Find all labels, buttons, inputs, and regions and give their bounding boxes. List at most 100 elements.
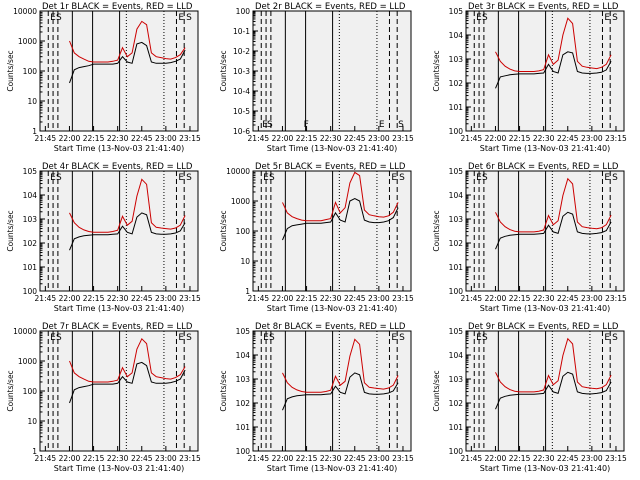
x-tick-label: 23:00 [155, 134, 177, 143]
chart-title: Det 9r BLACK = Events, RED = LLD [468, 322, 619, 332]
y-axis-label: Counts/sec [432, 370, 441, 411]
x-tick-label: 23:00 [155, 454, 177, 463]
event-marker-label: E [379, 120, 385, 130]
y-tick-label: 1000 [18, 37, 37, 46]
event-marker-label: S [56, 173, 62, 183]
x-tick-label: 22:30 [533, 134, 555, 143]
y-tick-label: 101 [449, 103, 464, 112]
y-tick-label: 100 [449, 287, 464, 296]
y-tick-label: 10000 [13, 327, 37, 336]
x-tick-label: 21:45 [248, 134, 270, 143]
chart-title: Det 8r BLACK = Events, RED = LLD [255, 322, 406, 332]
event-marker-label: S [186, 173, 192, 183]
x-tick-label: 22:45 [131, 134, 153, 143]
y-tick-label: 101 [236, 423, 251, 432]
x-tick-label: 22:00 [59, 454, 81, 463]
event-marker-label: S [482, 333, 488, 343]
x-tick-label: 22:15 [509, 294, 531, 303]
x-tick-label: 23:00 [368, 134, 390, 143]
x-tick-label: 23:15 [392, 134, 414, 143]
x-tick-label: 22:30 [320, 454, 342, 463]
y-tick-label: 105 [449, 327, 464, 336]
event-marker-label: E [262, 120, 268, 130]
chart-title: Det 5r BLACK = Events, RED = LLD [255, 162, 406, 172]
lld-series-line [69, 20, 186, 63]
event-marker-label: F [304, 120, 309, 130]
x-tick-label: 22:15 [83, 134, 105, 143]
y-axis-label: Counts/sec [6, 210, 15, 251]
y-tick-label: 1000 [18, 357, 37, 366]
y-tick-label: 100 [23, 67, 38, 76]
x-tick-label: 23:00 [155, 294, 177, 303]
x-tick-label: 22:45 [344, 294, 366, 303]
event-marker-label: S [482, 13, 488, 23]
y-tick-label: 10 [27, 417, 37, 426]
x-tick-label: 23:00 [581, 134, 603, 143]
event-marker-label: E [263, 173, 269, 183]
event-marker-label: S [56, 333, 62, 343]
x-tick-label: 22:15 [83, 454, 105, 463]
chart-title: Det 3r BLACK = Events, RED = LLD [468, 2, 619, 12]
plot-area [39, 10, 199, 132]
chart-title: Det 2r BLACK = Events, RED = LLD [255, 2, 406, 12]
y-tick-label: 102 [449, 79, 464, 88]
events-series-line [495, 51, 612, 89]
x-tick-label: 22:30 [533, 294, 555, 303]
x-tick-label: 22:45 [557, 294, 579, 303]
y-tick-label: 101 [449, 263, 464, 272]
event-marker-label: E [50, 13, 56, 23]
event-marker-label: S [399, 173, 405, 183]
y-tick-label: 10-1 [233, 27, 250, 36]
chart-panel: Det 2r BLACK = Events, RED = LLD 10-6 10-5… [219, 2, 414, 153]
chart-panel: Det 4r BLACK = Events, RED = LLD 100 101 10… [6, 162, 201, 313]
events-series-line [69, 212, 186, 251]
x-tick-label: 22:45 [557, 454, 579, 463]
y-tick-label: 100 [449, 127, 464, 136]
y-axis-label: Counts/sec [432, 50, 441, 91]
event-marker-label: E [476, 13, 482, 23]
y-tick-label: 104 [23, 191, 38, 200]
chart-title: Det 1r BLACK = Events, RED = LLD [42, 2, 193, 12]
x-tick-label: 23:00 [368, 294, 390, 303]
lld-series-line [282, 338, 399, 393]
x-tick-label: 22:30 [107, 294, 129, 303]
lld-series-line [495, 177, 612, 233]
x-tick-label: 23:00 [581, 294, 603, 303]
x-tick-label: 22:00 [272, 134, 294, 143]
y-tick-label: 10000 [13, 7, 37, 16]
y-tick-label: 102 [236, 399, 251, 408]
y-tick-label: 101 [449, 423, 464, 432]
x-tick-label: 23:15 [605, 294, 627, 303]
y-tick-label: 104 [449, 351, 464, 360]
event-marker-label: E [50, 333, 56, 343]
y-tick-label: 10000 [226, 167, 250, 176]
x-axis-label: Start Time (13-Nov-03 21:41:40) [480, 144, 610, 153]
y-tick-label: 1 [32, 127, 37, 136]
x-tick-label: 23:15 [179, 134, 201, 143]
x-tick-label: 22:30 [107, 454, 129, 463]
x-tick-label: 22:15 [509, 454, 531, 463]
event-marker-label: S [267, 120, 273, 130]
chart-panel: Det 8r BLACK = Events, RED = LLD 100 101 10… [219, 322, 414, 473]
x-tick-label: 21:45 [35, 134, 57, 143]
x-tick-label: 23:15 [605, 134, 627, 143]
x-tick-label: 23:15 [392, 454, 414, 463]
y-tick-label: 102 [23, 239, 38, 248]
event-marker-label: S [186, 333, 192, 343]
x-tick-label: 21:45 [35, 454, 57, 463]
chart-panel: Det 1r BLACK = Events, RED = LLD 1 10 100 10… [6, 2, 201, 153]
y-tick-label: 1000 [231, 197, 250, 206]
y-tick-label: 103 [236, 375, 251, 384]
chart-panel: Det 7r BLACK = Events, RED = LLD 1 10 100 10… [6, 322, 201, 473]
x-tick-label: 23:15 [179, 294, 201, 303]
x-axis-label: Start Time (13-Nov-03 21:41:40) [267, 304, 397, 313]
x-axis-label: Start Time (13-Nov-03 21:41:40) [480, 304, 610, 313]
x-tick-label: 22:15 [296, 294, 318, 303]
y-tick-label: 100 [236, 227, 251, 236]
event-marker-label: S [612, 173, 618, 183]
x-axis-label: Start Time (13-Nov-03 21:41:40) [480, 464, 610, 473]
y-axis-label: Counts/sec [219, 50, 228, 91]
x-tick-label: 22:15 [296, 454, 318, 463]
x-tick-label: 21:45 [461, 454, 483, 463]
x-tick-label: 22:15 [296, 134, 318, 143]
